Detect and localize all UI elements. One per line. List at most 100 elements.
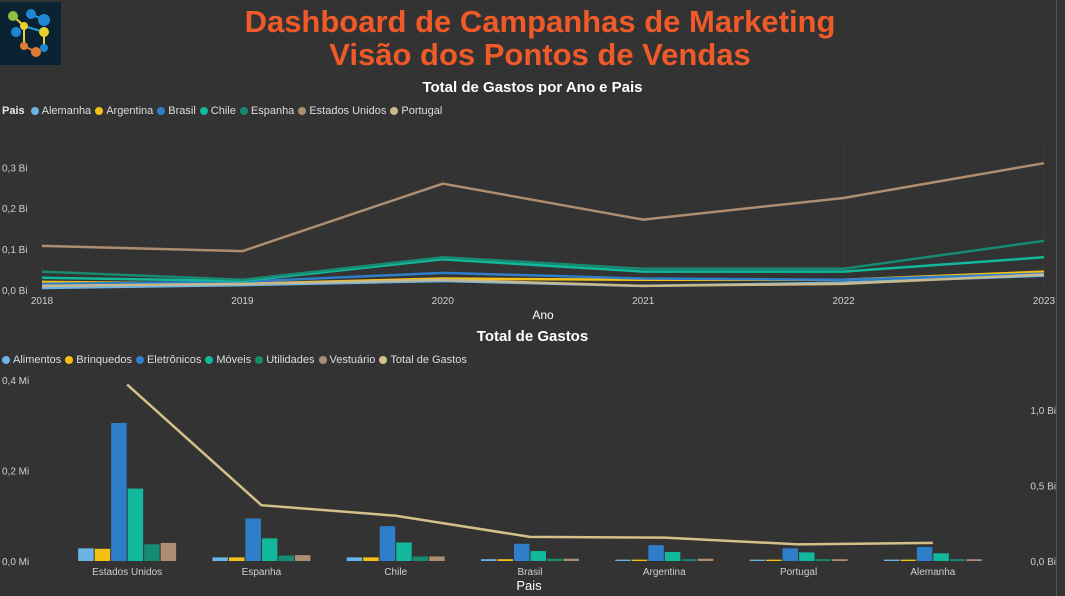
chart2-bar-eletronicos[interactable] (379, 526, 396, 561)
chart2-bar-moveis[interactable] (933, 553, 949, 561)
chart2-bar-vestuario[interactable] (966, 559, 982, 561)
chart2-xtick-label: Alemanha (910, 567, 955, 578)
dashboard-subtitle: Visão dos Pontos de Vendas (329, 37, 751, 72)
chart2-bar-moveis[interactable] (530, 551, 547, 561)
chart2-bar-vestuario[interactable] (697, 558, 714, 561)
chart2-bar-alimentos[interactable] (481, 559, 497, 561)
chart2-bar-brinquedos[interactable] (766, 559, 782, 561)
chart2-bar-eletronicos[interactable] (782, 548, 799, 561)
chart2-bar-utilidades[interactable] (949, 559, 966, 561)
legend-dot-icon (2, 356, 10, 364)
chart2-bar-eletronicos[interactable] (514, 543, 530, 561)
chart2-bar-eletronicos[interactable] (916, 546, 933, 561)
chart1-title: Total de Gastos por Ano e Pais (422, 79, 643, 96)
chart1-legend-item-brasil[interactable]: Brasil (157, 105, 196, 117)
legend-label: Estados Unidos (309, 105, 387, 117)
chart1-line-chile[interactable] (41, 256, 1045, 283)
legend-label: Argentina (106, 105, 154, 117)
chart2-bar-utilidades[interactable] (815, 559, 832, 561)
chart2-bar-utilidades[interactable] (144, 544, 160, 561)
chart2-bar-moveis[interactable] (127, 488, 144, 561)
chart2-legend-item-moveis[interactable]: Móveis (205, 354, 251, 366)
legend-label: Total de Gastos (390, 354, 467, 366)
chart2-xtick-label: Brasil (517, 567, 542, 578)
combo-chart-gastos-pais: 0,0 Mi 0,2 Mi 0,4 Mi 0,0 Bi 0,5 Bi 1,0 Bi Esta… (2, 376, 1056, 593)
legend-dot-icon (157, 107, 166, 115)
chart2-bar-vestuario[interactable] (294, 555, 311, 561)
chart2-bar-moveis[interactable] (261, 538, 278, 561)
legend-label: Utilidades (266, 354, 315, 366)
chart1-legend-items: Alemanha Argentina Brasil Chile Espanha Estad… (30, 105, 447, 117)
legend-label: Brinquedos (76, 354, 132, 366)
chart2-title: Total de Gastos (476, 328, 589, 345)
right-divider (1056, 0, 1057, 596)
legend-dot-icon (95, 107, 104, 115)
chart1-legend-item-chile[interactable]: Chile (199, 105, 236, 117)
chart1-legend: Pais Alemanha Argentina Brasil Chile Espanha… (2, 105, 446, 117)
chart2-bar-moveis[interactable] (799, 552, 815, 561)
chart2-bar-utilidades[interactable] (278, 555, 294, 561)
chart2-legend-item-total-de-gastos[interactable]: Total de Gastos (379, 354, 467, 366)
chart1-legend-item-alemanha[interactable]: Alemanha (30, 105, 91, 117)
chart1-xtick-label: 2021 (632, 296, 655, 307)
chart2-line-total-de-gastos[interactable] (126, 383, 933, 546)
chart2-bar-eletronicos[interactable] (111, 422, 127, 561)
chart1-line-brasil[interactable] (41, 271, 1045, 286)
chart1-line-espanha[interactable] (41, 239, 1045, 282)
chart2-bar-utilidades[interactable] (412, 556, 429, 561)
chart1-line-estados-unidos[interactable] (41, 161, 1045, 253)
chart1-line-portugal[interactable] (41, 273, 1045, 288)
chart1-legend-item-argentina[interactable]: Argentina (95, 105, 153, 117)
chart1-ytick-label: 0,0 Bi (2, 286, 28, 297)
chart2-bar-brinquedos[interactable] (900, 559, 916, 561)
chart2-bar-moveis[interactable] (664, 551, 681, 561)
chart2-bar-eletronicos[interactable] (245, 518, 261, 561)
chart2-bar-brinquedos[interactable] (497, 559, 514, 561)
chart1-xaxis-title: Ano (532, 308, 554, 322)
chart2-bar-moveis[interactable] (396, 542, 412, 561)
legend-dot-icon (390, 107, 399, 115)
chart2-bar-vestuario[interactable] (832, 559, 848, 561)
legend-label: Alimentos (13, 354, 62, 366)
legend-dot-icon (379, 356, 388, 364)
chart2-bar-vestuario[interactable] (429, 556, 445, 561)
chart1-xtick-label: 2023 (1033, 296, 1056, 307)
legend-dot-icon (298, 107, 307, 115)
chart2-bar-vestuario[interactable] (563, 558, 580, 561)
chart2-bar-utilidades[interactable] (547, 558, 563, 561)
chart1-xtick-label: 2018 (31, 296, 54, 307)
chart2-xtick-label: Portugal (780, 567, 817, 578)
chart1-xtick-label: 2022 (832, 296, 855, 307)
legend-label: Eletrônicos (146, 354, 202, 366)
chart1-legend-item-portugal[interactable]: Portugal (390, 105, 442, 117)
chart2-ytick-right-label: 0,0 Bi (1030, 557, 1056, 568)
chart2-legend-item-eletronicos[interactable]: Eletrônicos (135, 354, 202, 366)
chart2-bar-brinquedos[interactable] (363, 557, 379, 561)
chart2-bar-utilidades[interactable] (681, 559, 697, 561)
chart2-bar-alimentos[interactable] (749, 559, 766, 561)
chart2-bar-eletronicos[interactable] (648, 545, 664, 561)
chart2-legend-item-brinquedos[interactable]: Brinquedos (65, 354, 132, 366)
chart2-bar-brinquedos[interactable] (631, 559, 648, 561)
legend-label: Brasil (168, 105, 196, 117)
chart2-bar-alimentos[interactable] (883, 559, 900, 561)
chart2-bar-vestuario[interactable] (160, 542, 177, 561)
chart2-bar-alimentos[interactable] (615, 559, 631, 561)
chart2-bar-alimentos[interactable] (346, 557, 363, 561)
chart2-legend-items: Alimentos Brinquedos Eletrônicos Móveis Util… (2, 354, 471, 366)
chart2-bar-alimentos[interactable] (212, 557, 228, 561)
chart1-xtick-label: 2019 (231, 296, 254, 307)
legend-dot-icon (205, 356, 214, 364)
chart1-ytick-label: 0,1 Bi (2, 245, 28, 256)
chart2-ytick-left-label: 0,2 Mi (2, 467, 29, 478)
chart2-bar-brinquedos[interactable] (94, 548, 111, 561)
chart1-legend-item-espanha[interactable]: Espanha (239, 105, 294, 117)
chart1-ytick-label: 0,3 Bi (2, 163, 28, 174)
chart2-bar-alimentos[interactable] (78, 548, 94, 561)
legend-dot-icon (318, 356, 327, 364)
chart2-legend-item-utilidades[interactable]: Utilidades (255, 354, 315, 366)
chart2-legend-item-vestuario[interactable]: Vestuário (318, 354, 375, 366)
chart1-legend-item-estados-unidos[interactable]: Estados Unidos (298, 105, 386, 117)
chart2-bar-brinquedos[interactable] (228, 557, 245, 561)
chart2-legend-item-alimentos[interactable]: Alimentos (2, 354, 61, 366)
